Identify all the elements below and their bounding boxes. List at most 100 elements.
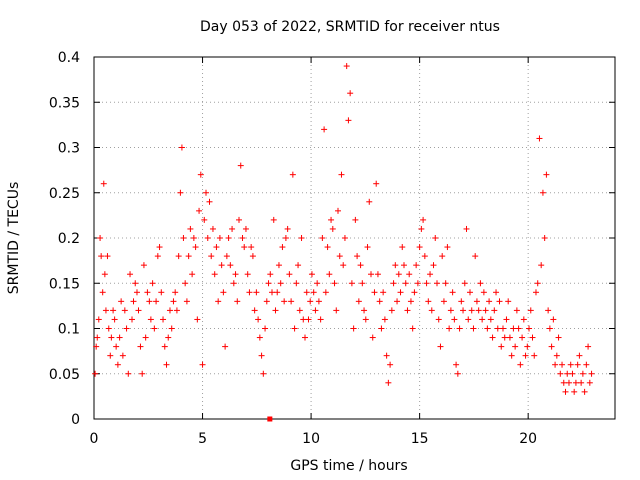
y-axis-label: SRMTID / TECUs bbox=[6, 182, 22, 295]
data-point bbox=[501, 334, 508, 341]
data-point bbox=[101, 271, 108, 278]
data-point bbox=[215, 298, 222, 305]
data-point bbox=[281, 298, 288, 305]
data-point bbox=[322, 289, 329, 296]
data-point bbox=[559, 361, 566, 368]
data-point bbox=[491, 307, 498, 314]
data-point bbox=[253, 289, 260, 296]
data-point bbox=[213, 244, 220, 251]
data-point bbox=[222, 343, 229, 350]
data-point bbox=[307, 298, 314, 305]
data-point bbox=[546, 325, 553, 332]
data-point bbox=[498, 343, 505, 350]
data-point bbox=[192, 244, 199, 251]
data-point bbox=[460, 307, 467, 314]
data-point bbox=[227, 262, 234, 269]
data-point bbox=[499, 325, 506, 332]
data-point bbox=[392, 262, 399, 269]
data-point bbox=[267, 271, 274, 278]
data-point bbox=[444, 244, 451, 251]
data-point bbox=[479, 316, 486, 323]
data-point bbox=[555, 334, 562, 341]
data-point bbox=[255, 316, 262, 323]
data-point bbox=[348, 280, 355, 287]
data-point bbox=[512, 343, 519, 350]
data-point bbox=[572, 379, 579, 386]
data-point bbox=[484, 325, 491, 332]
data-point bbox=[576, 352, 583, 359]
data-point bbox=[144, 289, 151, 296]
data-point bbox=[336, 253, 343, 260]
data-point bbox=[545, 307, 552, 314]
data-point bbox=[147, 316, 154, 323]
data-point bbox=[585, 343, 592, 350]
data-point bbox=[161, 343, 168, 350]
data-point bbox=[156, 244, 163, 251]
data-point bbox=[288, 298, 295, 305]
data-point bbox=[376, 298, 383, 305]
y-tick-label: 0.2 bbox=[58, 231, 80, 247]
data-point bbox=[560, 379, 567, 386]
data-point bbox=[569, 370, 576, 377]
data-point bbox=[359, 280, 366, 287]
data-point bbox=[321, 126, 328, 133]
data-point bbox=[538, 262, 545, 269]
data-point bbox=[239, 235, 246, 241]
data-point bbox=[319, 235, 326, 241]
data-point bbox=[588, 370, 595, 377]
data-point bbox=[197, 171, 204, 178]
data-point bbox=[274, 289, 281, 296]
data-point bbox=[453, 361, 460, 368]
data-point bbox=[170, 298, 177, 305]
data-point bbox=[296, 307, 303, 314]
data-point bbox=[251, 307, 258, 314]
data-point bbox=[196, 207, 203, 214]
data-point bbox=[557, 370, 564, 377]
data-point bbox=[189, 271, 196, 278]
data-point bbox=[510, 325, 517, 332]
data-point bbox=[310, 289, 317, 296]
data-point bbox=[567, 361, 574, 368]
data-point bbox=[123, 325, 130, 332]
data-point bbox=[187, 225, 194, 232]
data-point bbox=[315, 298, 322, 305]
data-point bbox=[165, 334, 172, 341]
data-point bbox=[371, 289, 378, 296]
data-point bbox=[151, 325, 158, 332]
data-point bbox=[158, 289, 165, 296]
data-point bbox=[140, 262, 147, 269]
data-point bbox=[104, 253, 111, 260]
y-tick-label: 0.35 bbox=[49, 95, 80, 111]
data-point bbox=[430, 262, 437, 269]
data-point bbox=[435, 316, 442, 323]
data-point bbox=[400, 262, 407, 269]
data-point bbox=[110, 307, 117, 314]
data-point bbox=[541, 235, 548, 241]
data-point bbox=[442, 280, 449, 287]
data-point bbox=[168, 325, 175, 332]
data-point bbox=[487, 316, 494, 323]
data-point bbox=[550, 316, 557, 323]
data-point bbox=[113, 343, 120, 350]
data-point bbox=[201, 216, 208, 223]
x-tick-label: 15 bbox=[411, 431, 429, 447]
data-point bbox=[183, 298, 190, 305]
data-point bbox=[425, 298, 432, 305]
data-point bbox=[132, 280, 139, 287]
data-point bbox=[305, 316, 312, 323]
data-point bbox=[341, 235, 348, 241]
data-point bbox=[574, 361, 581, 368]
data-point bbox=[225, 235, 232, 241]
data-point bbox=[335, 207, 342, 214]
data-point bbox=[579, 370, 586, 377]
data-point bbox=[204, 235, 211, 241]
data-point bbox=[108, 334, 115, 341]
data-point bbox=[116, 334, 123, 341]
data-point bbox=[586, 379, 593, 386]
data-point bbox=[206, 198, 213, 205]
data-point bbox=[494, 325, 501, 332]
data-point bbox=[272, 307, 279, 314]
data-point bbox=[378, 325, 385, 332]
data-points bbox=[92, 63, 595, 395]
data-point bbox=[139, 370, 146, 377]
